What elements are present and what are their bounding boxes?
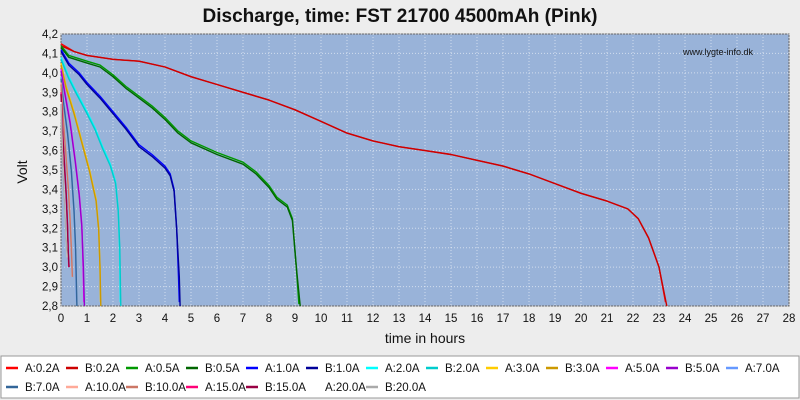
x-tick-label: 6 bbox=[214, 313, 220, 325]
legend-entry: A:5.0A bbox=[625, 363, 660, 375]
x-tick-label: 4 bbox=[162, 313, 169, 325]
x-tick-label: 15 bbox=[445, 313, 458, 325]
legend-entry: A:1.0A bbox=[265, 363, 300, 375]
legend-entry: B:7.0A bbox=[25, 382, 60, 394]
y-tick-label: 3,4 bbox=[42, 184, 59, 196]
y-tick-label: 3,5 bbox=[42, 165, 58, 177]
legend-entry: A:0.2A bbox=[25, 363, 60, 375]
x-axis-label: time in hours bbox=[385, 330, 465, 346]
x-tick-label: 14 bbox=[419, 313, 432, 325]
legend-entry: B:0.2A bbox=[85, 363, 120, 375]
series-line bbox=[60, 59, 122, 307]
x-tick-label: 16 bbox=[471, 313, 484, 325]
y-tick-label: 4,1 bbox=[42, 48, 58, 60]
legend-entry: A:2.0A bbox=[385, 363, 420, 375]
y-tick-labels: 2,8 2,9 3,0 3,1 3,2 3,3 3,4 3,5 3,6 3,7 3,8 3,9 4,0 4… bbox=[42, 29, 59, 313]
x-tick-label: 10 bbox=[315, 313, 328, 325]
x-tick-label: 9 bbox=[292, 313, 298, 325]
y-tick-label: 3,8 bbox=[42, 107, 58, 119]
x-tick-label: 11 bbox=[341, 313, 353, 325]
legend-entry: A:20.0A bbox=[325, 382, 366, 394]
x-tick-label: 1 bbox=[84, 313, 90, 325]
grid bbox=[60, 33, 790, 307]
y-tick-label: 3,7 bbox=[42, 126, 58, 138]
series-line bbox=[60, 78, 78, 307]
x-tick-label: 22 bbox=[627, 313, 640, 325]
y-tick-label: 2,9 bbox=[42, 282, 58, 294]
x-tick-label: 13 bbox=[393, 313, 406, 325]
legend-entry: A:15.0A bbox=[205, 382, 246, 394]
series-line bbox=[60, 103, 68, 258]
y-tick-label: 3,0 bbox=[42, 262, 58, 274]
legend-entry: B:0.5A bbox=[205, 363, 240, 375]
y-tick-label: 3,6 bbox=[42, 146, 58, 158]
x-tick-label: 19 bbox=[549, 313, 562, 325]
legend-box bbox=[0, 355, 800, 399]
x-tick-label: 2 bbox=[110, 313, 116, 325]
legend-entry: B:20.0A bbox=[385, 382, 426, 394]
y-tick-label: 3,2 bbox=[42, 223, 58, 235]
x-tick-label: 28 bbox=[783, 313, 796, 325]
y-tick-label: 3,3 bbox=[42, 204, 58, 216]
series-line bbox=[60, 94, 70, 268]
chart-title: Discharge, time: FST 21700 4500mAh (Pink… bbox=[203, 6, 598, 27]
legend-entry: B:5.0A bbox=[685, 363, 720, 375]
x-tick-labels: 0 1 2 3 4 5 6 7 8 9 10 11 12 13 14 15 16 17 18 19 20 21 22 23 24… bbox=[58, 313, 796, 325]
x-tick-label: 17 bbox=[497, 313, 510, 325]
legend-entry: B:15.0A bbox=[265, 382, 306, 394]
x-tick-label: 7 bbox=[240, 313, 246, 325]
x-tick-label: 27 bbox=[757, 313, 770, 325]
x-tick-label: 3 bbox=[136, 313, 142, 325]
x-tick-label: 18 bbox=[523, 313, 536, 325]
watermark: www.lygte-info.dk bbox=[682, 47, 754, 57]
legend-entry: A:7.0A bbox=[745, 363, 780, 375]
legend: A:0.2A B:0.2A A:0.5A B:0.5A A:1.0A B:1.0A A:2.… bbox=[0, 355, 800, 399]
series-line bbox=[60, 45, 300, 305]
x-tick-label: 5 bbox=[188, 313, 194, 325]
series-line bbox=[60, 51, 181, 307]
series-line bbox=[60, 64, 102, 307]
y-tick-label: 3,1 bbox=[42, 243, 58, 255]
legend-entry: A:10.0A bbox=[85, 382, 126, 394]
x-tick-label: 21 bbox=[601, 313, 614, 325]
series-line bbox=[60, 70, 86, 307]
legend-entry: B:2.0A bbox=[445, 363, 480, 375]
y-axis-label: Volt bbox=[14, 160, 30, 183]
x-tick-label: 24 bbox=[679, 313, 692, 325]
series-line bbox=[60, 84, 74, 277]
x-tick-label: 25 bbox=[705, 313, 718, 325]
legend-entry: A:3.0A bbox=[505, 363, 540, 375]
x-tick-label: 23 bbox=[653, 313, 666, 325]
series-lines bbox=[60, 43, 668, 307]
legend-entry: B:10.0A bbox=[145, 382, 186, 394]
x-tick-label: 12 bbox=[367, 313, 380, 325]
legend-entry: B:3.0A bbox=[565, 363, 600, 375]
series-line bbox=[60, 45, 668, 307]
x-tick-label: 0 bbox=[58, 313, 64, 325]
x-tick-label: 20 bbox=[575, 313, 588, 325]
x-tick-label: 8 bbox=[266, 313, 272, 325]
x-tick-label: 26 bbox=[731, 313, 744, 325]
legend-entry: B:1.0A bbox=[325, 363, 360, 375]
y-tick-label: 4,0 bbox=[42, 68, 58, 80]
series-line bbox=[60, 47, 301, 307]
legend-entry: A:0.5A bbox=[145, 363, 180, 375]
y-tick-label: 3,9 bbox=[42, 87, 58, 99]
y-tick-label: 2,8 bbox=[42, 301, 58, 313]
y-tick-label: 4,2 bbox=[42, 29, 58, 41]
